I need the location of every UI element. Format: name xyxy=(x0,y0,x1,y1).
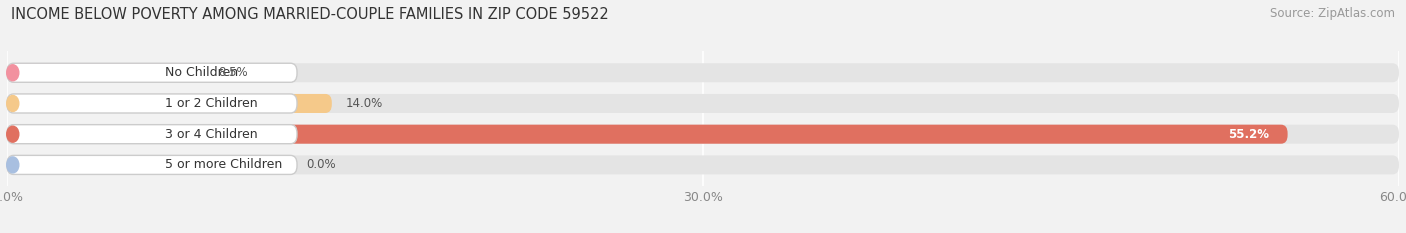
FancyBboxPatch shape xyxy=(7,155,297,175)
Circle shape xyxy=(7,126,18,142)
Text: 0.0%: 0.0% xyxy=(307,158,336,171)
Text: 3 or 4 Children: 3 or 4 Children xyxy=(165,128,257,141)
FancyBboxPatch shape xyxy=(7,155,1399,175)
FancyBboxPatch shape xyxy=(7,94,1399,113)
FancyBboxPatch shape xyxy=(7,125,1288,144)
FancyBboxPatch shape xyxy=(7,125,1399,144)
Text: 55.2%: 55.2% xyxy=(1227,128,1270,141)
FancyBboxPatch shape xyxy=(7,94,332,113)
Text: 5 or more Children: 5 or more Children xyxy=(165,158,283,171)
FancyBboxPatch shape xyxy=(7,94,297,113)
FancyBboxPatch shape xyxy=(7,125,297,144)
FancyBboxPatch shape xyxy=(7,63,1399,82)
Text: 1 or 2 Children: 1 or 2 Children xyxy=(165,97,257,110)
Circle shape xyxy=(7,157,18,173)
FancyBboxPatch shape xyxy=(7,63,204,82)
Text: No Children: No Children xyxy=(165,66,238,79)
Text: INCOME BELOW POVERTY AMONG MARRIED-COUPLE FAMILIES IN ZIP CODE 59522: INCOME BELOW POVERTY AMONG MARRIED-COUPL… xyxy=(11,7,609,22)
Circle shape xyxy=(7,65,18,81)
Text: 8.5%: 8.5% xyxy=(218,66,247,79)
Circle shape xyxy=(7,96,18,111)
FancyBboxPatch shape xyxy=(7,63,297,82)
Text: 14.0%: 14.0% xyxy=(346,97,382,110)
Text: Source: ZipAtlas.com: Source: ZipAtlas.com xyxy=(1270,7,1395,20)
